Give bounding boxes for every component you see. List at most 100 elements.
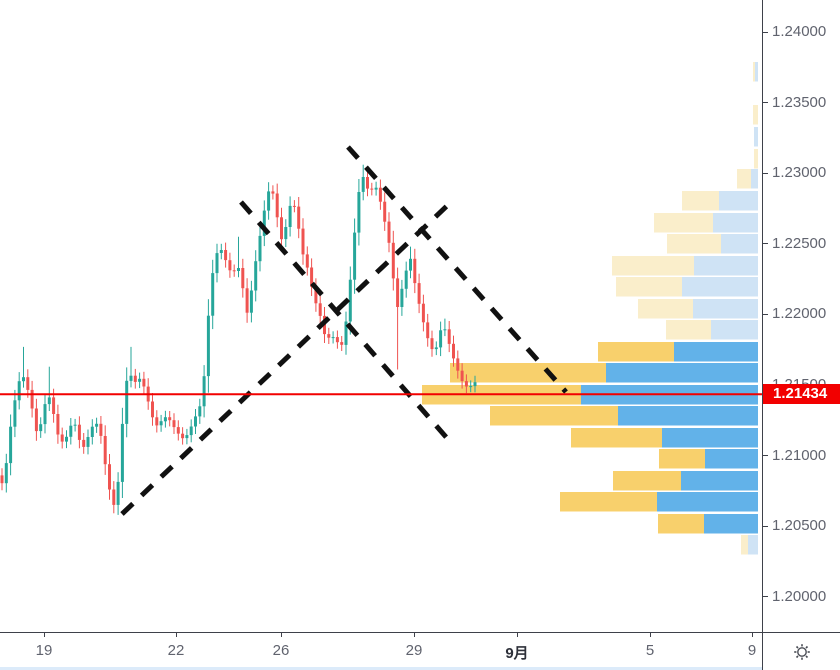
volume-profile-down-bar (694, 256, 758, 276)
candle-body (245, 288, 249, 313)
volume-profile-down-bar (674, 342, 758, 362)
candle-body (34, 408, 38, 432)
candle-body (9, 426, 13, 464)
volume-profile-up-bar (450, 363, 606, 383)
candle-body (426, 322, 430, 339)
candle-body (0, 475, 4, 484)
time-axis-label: 22 (167, 642, 185, 659)
last-price-label: 1.21434 (763, 384, 840, 405)
volume-profile-down-bar (705, 449, 758, 469)
trend-line[interactable] (120, 201, 452, 516)
volume-profile-up-bar (753, 62, 755, 82)
candle-body (185, 435, 189, 439)
candle-body (17, 381, 21, 401)
volume-profile-up-bar (753, 105, 758, 125)
candle-body (413, 258, 417, 284)
candle-body (47, 397, 51, 405)
candle-body (13, 400, 17, 427)
price-axis-label: 1.24000 (772, 23, 827, 40)
time-axis-label: 9月 (505, 645, 529, 662)
axis-settings-button[interactable] (789, 639, 815, 665)
volume-profile-down-bar (693, 299, 758, 319)
candle-body (163, 417, 167, 422)
volume-profile-down-bar (751, 169, 758, 189)
candle-body (120, 423, 124, 482)
gear-icon (793, 643, 810, 660)
candle-body (258, 235, 262, 262)
candle-body (73, 424, 77, 426)
candle-body (262, 210, 266, 236)
price-axis-tick (763, 243, 768, 245)
volume-profile-up-bar (598, 342, 674, 362)
candle-body (99, 423, 103, 436)
price-axis[interactable]: 1.21434 1.24000 1.23500 1.23000 1.22500 1.22… (762, 0, 840, 632)
candle-body (284, 227, 288, 240)
volume-profile-up-bar (682, 191, 719, 211)
candle-body (211, 273, 215, 316)
chart-plot-area[interactable] (0, 0, 762, 632)
candle-body (254, 261, 258, 291)
price-axis-label: 1.22500 (772, 234, 827, 252)
candle-body (125, 380, 129, 424)
candle-body (22, 377, 25, 382)
candle-body (172, 420, 176, 428)
volume-profile (422, 62, 758, 555)
candle-body (237, 268, 240, 271)
candle-body (460, 370, 464, 381)
candle-body (404, 270, 408, 289)
volume-profile-down-bar (713, 213, 758, 233)
candle-body (335, 337, 339, 343)
candle-body (206, 315, 210, 377)
price-axis-label: 1.21000 (772, 446, 827, 464)
candle-body (267, 191, 271, 211)
axis-corner (762, 632, 840, 670)
candle-body (219, 250, 223, 253)
candle-body (331, 337, 335, 339)
volume-profile-up-bar (667, 234, 721, 254)
candle-body (202, 376, 206, 407)
candle-body (65, 436, 68, 442)
candle-body (421, 303, 425, 323)
candle-body (292, 205, 296, 207)
volume-profile-up-bar (754, 149, 758, 169)
candle-body (314, 286, 318, 304)
time-axis-tick (517, 633, 518, 637)
volume-profile-up-bar (612, 256, 694, 276)
candle-body (176, 427, 180, 434)
volume-profile-up-bar (560, 492, 657, 512)
volume-profile-up-bar (571, 428, 662, 448)
volume-profile-up-bar (638, 299, 693, 319)
time-axis-tick (44, 633, 45, 637)
candlestick-chart[interactable] (0, 0, 762, 632)
candle-body (159, 421, 163, 426)
candle-body (133, 375, 137, 382)
candle-body (348, 279, 352, 322)
time-axis-tick (176, 633, 177, 637)
candle-body (194, 416, 197, 427)
trend-line[interactable] (346, 145, 568, 394)
volume-profile-up-bar (659, 449, 705, 469)
volume-profile-down-bar (755, 62, 758, 82)
candle-body (409, 258, 412, 271)
volume-profile-down-bar (682, 277, 758, 297)
time-axis-label: 19 (35, 642, 53, 659)
candle-body (396, 278, 400, 307)
candle-body (374, 187, 378, 190)
volume-profile-up-bar (490, 406, 618, 426)
candle-body (280, 217, 283, 240)
candle-body (301, 228, 305, 255)
candles-series (0, 164, 477, 515)
candle-body (288, 205, 292, 227)
candle-body (310, 267, 314, 287)
candle-body (357, 192, 361, 233)
time-axis[interactable]: 19 22 26 29 9月 5 9 (0, 632, 762, 670)
price-axis-tick (763, 102, 768, 104)
candle-body (56, 414, 60, 435)
candle-body (318, 303, 322, 316)
candle-body (77, 424, 81, 440)
volume-profile-down-bar (662, 428, 758, 448)
price-axis-label: 1.22000 (772, 305, 827, 323)
candle-body (391, 242, 395, 279)
volume-profile-up-bar (666, 320, 711, 340)
candle-body (181, 433, 185, 439)
